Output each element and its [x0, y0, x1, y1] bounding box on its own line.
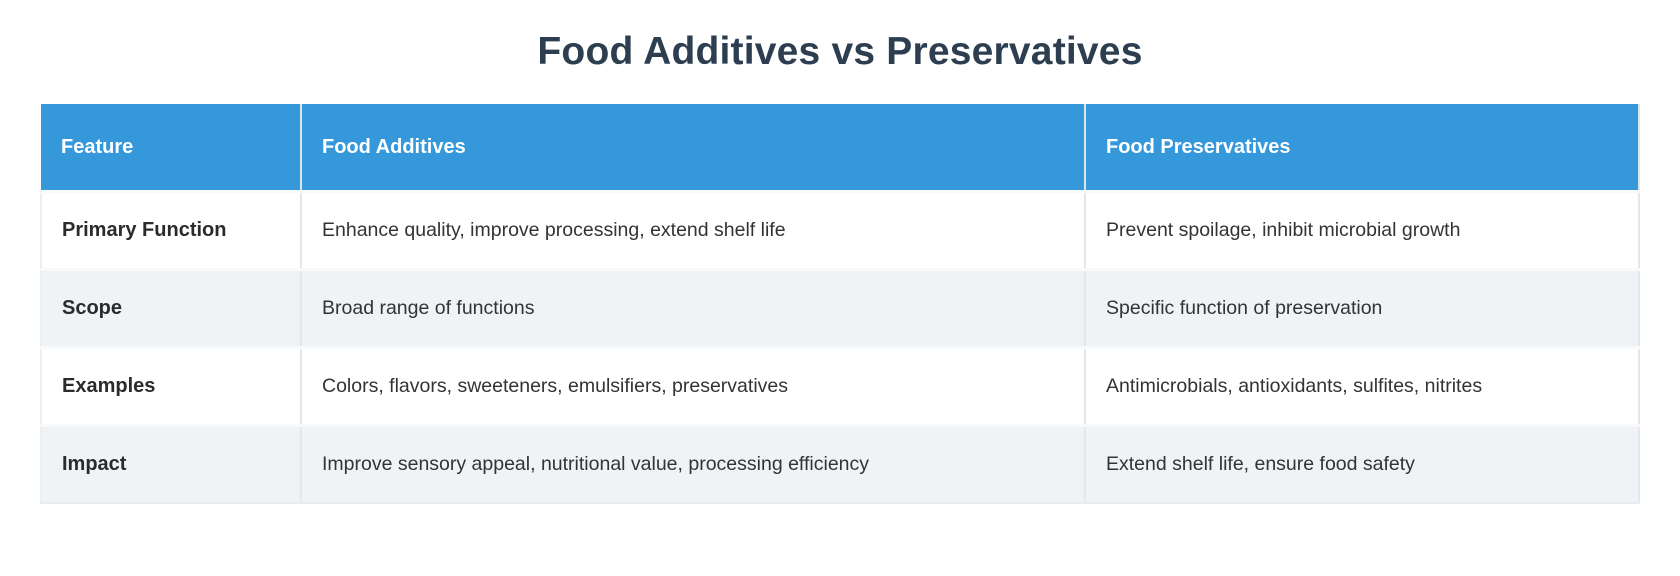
preservatives-cell: Prevent spoilage, inhibit microbial grow… [1085, 191, 1640, 271]
additives-cell: Improve sensory appeal, nutritional valu… [301, 425, 1086, 504]
preservatives-cell: Antimicrobials, antioxidants, sulfites, … [1085, 347, 1640, 427]
column-header-feature: Feature [41, 104, 302, 193]
column-header-food-additives: Food Additives [301, 104, 1086, 193]
preservatives-cell: Extend shelf life, ensure food safety [1085, 425, 1640, 504]
table-row-primary-function: Primary Function Enhance quality, improv… [40, 191, 1640, 271]
comparison-table: Feature Food Additives Food Preservative… [40, 104, 1640, 504]
additives-cell: Broad range of functions [301, 269, 1086, 349]
row-label: Examples [40, 347, 302, 427]
table-row-scope: Scope Broad range of functions Specific … [40, 269, 1640, 349]
page-title: Food Additives vs Preservatives [537, 30, 1143, 73]
table-row-examples: Examples Colors, flavors, sweeteners, em… [40, 347, 1640, 427]
row-label: Scope [40, 269, 302, 349]
row-label: Impact [40, 425, 302, 504]
row-label: Primary Function [40, 191, 302, 271]
preservatives-cell: Specific function of preservation [1085, 269, 1640, 349]
header-row: Feature Food Additives Food Preservative… [41, 104, 1640, 193]
column-header-food-preservatives: Food Preservatives [1085, 104, 1640, 193]
page: Food Additives vs Preservatives Feature … [0, 28, 1680, 576]
table-row-impact: Impact Improve sensory appeal, nutrition… [40, 425, 1640, 504]
additives-cell: Colors, flavors, sweeteners, emulsifiers… [301, 347, 1086, 427]
additives-cell: Enhance quality, improve processing, ext… [301, 191, 1086, 271]
